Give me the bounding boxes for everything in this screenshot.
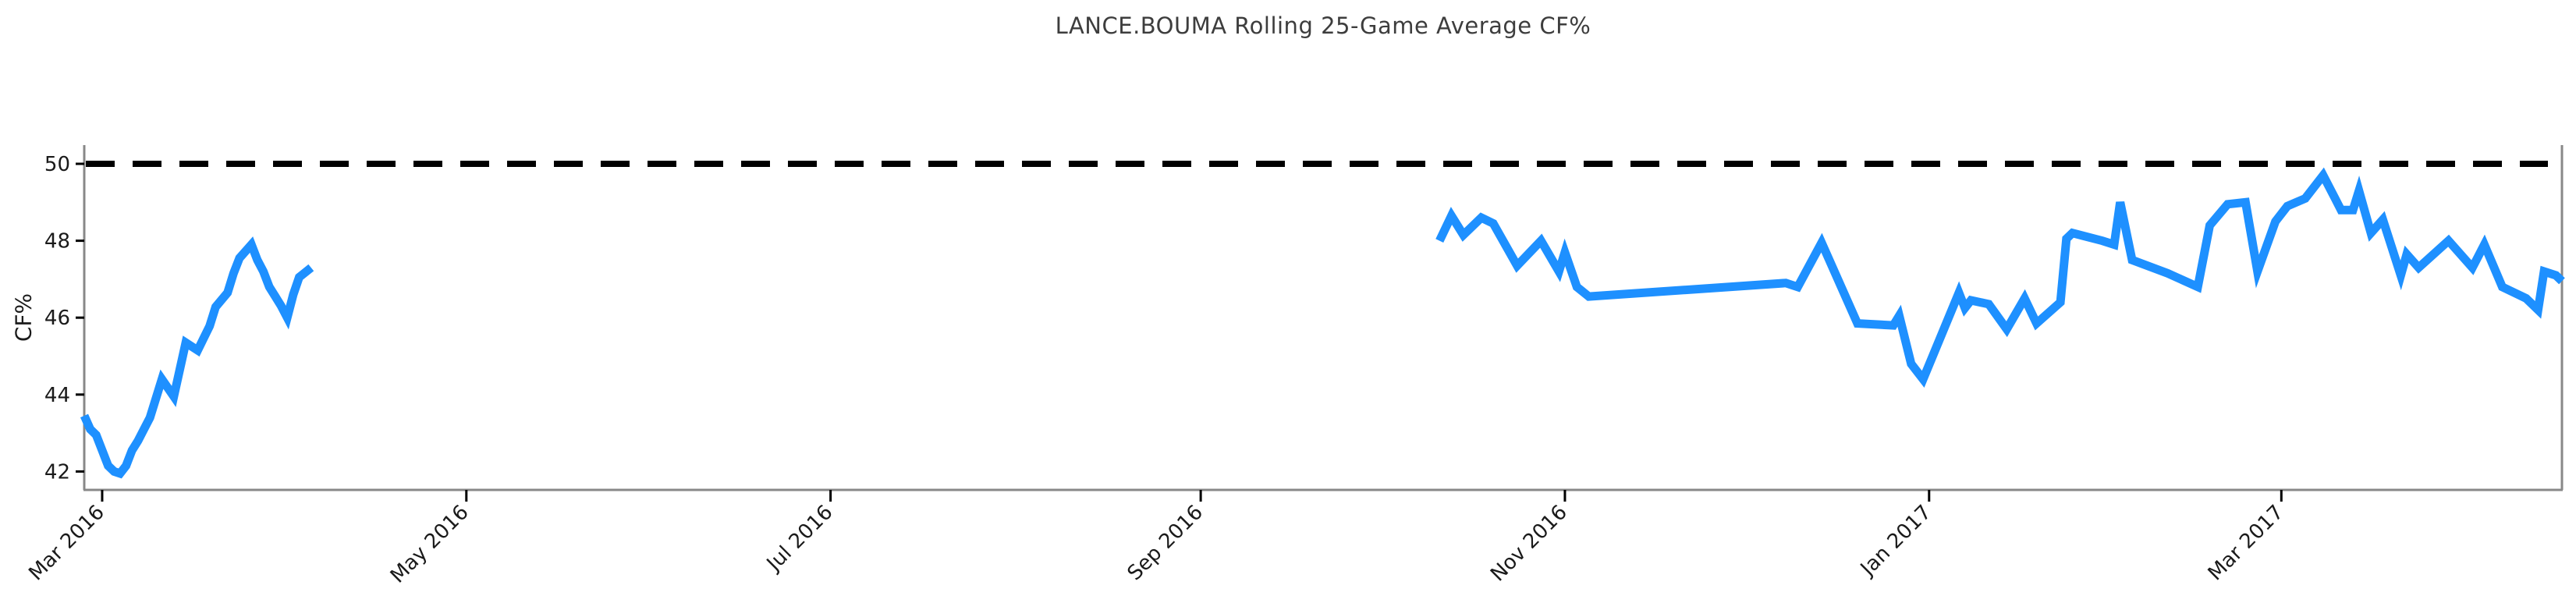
x-tick-label: Mar 2016	[24, 501, 109, 586]
x-tick-label: Nov 2016	[1486, 501, 1572, 587]
x-tick-label: May 2016	[386, 501, 474, 588]
y-tick-label: 42	[44, 460, 70, 484]
rolling-cf-2015-16-segment	[80, 236, 314, 479]
y-tick-label: 44	[44, 384, 70, 407]
x-tick-label: Jan 2017	[1855, 501, 1936, 582]
x-tick-label: Mar 2017	[2204, 501, 2289, 586]
y-tick-label: 50	[44, 153, 70, 176]
rolling-cf-2016-17-segment	[1435, 167, 2565, 388]
y-tick-label: 48	[44, 230, 70, 254]
y-tick-label: 46	[44, 307, 70, 330]
x-tick-label: Jul 2016	[761, 501, 837, 576]
x-tick-label: Sep 2016	[1123, 501, 1208, 585]
chart-title: LANCE.BOUMA Rolling 25-Game Average CF%	[1055, 12, 1591, 39]
